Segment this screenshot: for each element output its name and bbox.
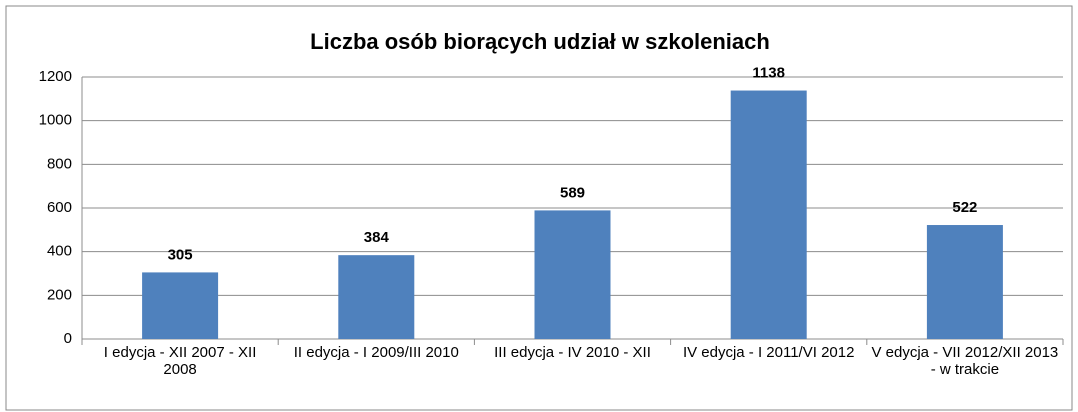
value-label: 522: [952, 199, 977, 216]
y-tick-label: 1200: [39, 68, 72, 85]
value-label: 384: [364, 229, 390, 246]
value-label: 589: [560, 184, 585, 201]
bar: [338, 255, 415, 339]
y-tick-label: 400: [47, 243, 72, 260]
x-tick-label: IV edycja - I 2011/VI 2012: [682, 344, 855, 361]
x-tick-label: V edycja - VII 2012/XII 2013 - w trakcie: [871, 344, 1059, 378]
y-tick-label: 200: [47, 286, 72, 303]
value-label: 305: [168, 246, 193, 263]
bar: [730, 90, 807, 339]
y-tick-label: 600: [47, 199, 72, 216]
chart-border: [5, 5, 1073, 411]
y-tick-label: 1000: [39, 112, 72, 129]
y-tick-label: 800: [47, 155, 72, 172]
y-tick-label: 0: [64, 330, 72, 347]
bar: [534, 210, 611, 339]
x-tick-label: I edycja - XII 2007 - XII 2008: [103, 344, 257, 378]
chart-title: Liczba osób biorących udział w szkolenia…: [310, 29, 770, 54]
bar: [926, 225, 1003, 339]
bar: [142, 272, 219, 339]
x-tick-label: III edycja - IV 2010 - XII: [494, 344, 651, 361]
value-label: 1138: [752, 65, 785, 82]
x-tick-label: II edycja - I 2009/III 2010: [293, 344, 459, 361]
